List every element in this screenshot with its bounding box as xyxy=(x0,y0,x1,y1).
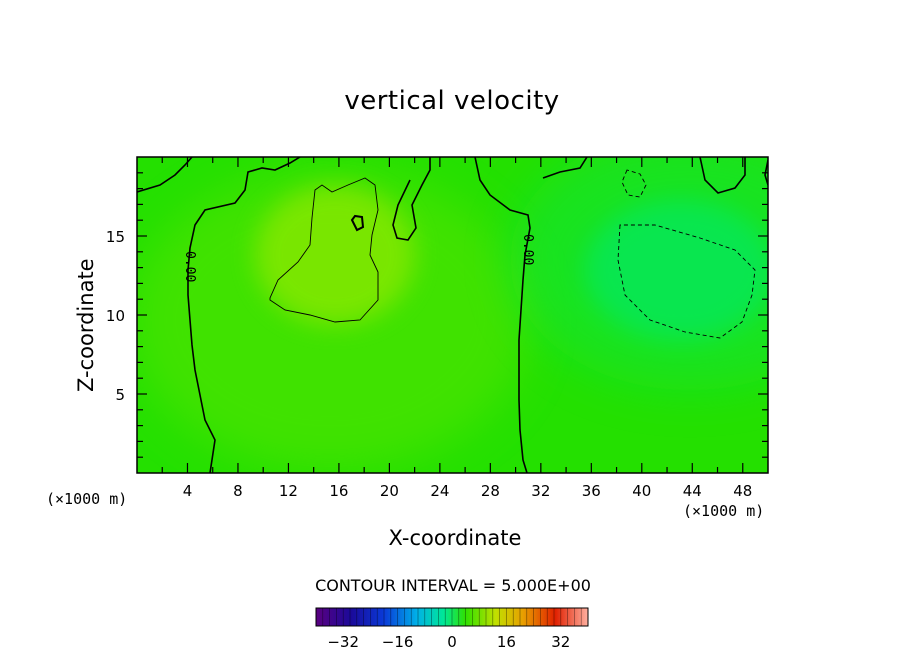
chart-title: vertical velocity xyxy=(344,86,560,116)
colorbar-tick-label: 16 xyxy=(497,633,516,651)
colorbar-tick-label: −16 xyxy=(382,633,414,651)
x-tick-label: 40 xyxy=(632,482,651,500)
colorbar: −32 −16 0 16 32 xyxy=(315,607,589,651)
colorbar-divisions xyxy=(322,608,582,626)
y-tick-label: 15 xyxy=(106,228,125,246)
x-tick-label: 36 xyxy=(582,482,601,500)
y-tick-label: 10 xyxy=(106,307,125,325)
contour-top-lobe xyxy=(392,157,431,241)
colorbar-tick-labels: −32 −16 0 16 32 xyxy=(327,633,570,651)
contour-top-right-1 xyxy=(542,157,588,179)
contour-lines xyxy=(137,157,768,473)
y-tick-label: 5 xyxy=(115,386,125,404)
contour-label-right: 0.00 xyxy=(520,234,535,265)
y-axis-label: Z-coordinate xyxy=(74,258,98,392)
x-tick-label: 4 xyxy=(183,482,193,500)
colorbar-tick-label: 0 xyxy=(447,633,457,651)
colorbar-tick-label: −32 xyxy=(327,633,359,651)
x-tick-label: 20 xyxy=(380,482,399,500)
x-tick-label: 12 xyxy=(279,482,298,500)
downdraft-small-contour xyxy=(621,169,647,198)
x-unit-label-left: (×1000 m) xyxy=(46,490,128,508)
contour-top-right-2 xyxy=(699,157,746,194)
x-tick-label: 16 xyxy=(329,482,348,500)
zero-contour-right xyxy=(474,157,531,473)
x-unit-label-right: (×1000 m) xyxy=(683,502,765,520)
downdraft-contour xyxy=(617,224,756,339)
updraft-contour xyxy=(269,177,379,323)
x-tick-label: 32 xyxy=(531,482,550,500)
zero-contour-left xyxy=(187,157,301,473)
contour-interval-label: CONTOUR INTERVAL = 5.000E+00 xyxy=(315,576,591,595)
x-tick-label: 48 xyxy=(733,482,752,500)
x-axis-label: X-coordinate xyxy=(388,526,522,550)
x-tick-label: 24 xyxy=(430,482,449,500)
x-tick-label: 44 xyxy=(683,482,702,500)
updraft-core-contour xyxy=(350,214,365,232)
colorbar-tick-label: 32 xyxy=(551,633,570,651)
x-tick-label: 8 xyxy=(233,482,243,500)
contour-label-left: 0.00 xyxy=(182,251,197,282)
contour-right-edge xyxy=(764,159,768,186)
x-tick-label: 28 xyxy=(481,482,500,500)
heatmap-field xyxy=(137,157,768,473)
